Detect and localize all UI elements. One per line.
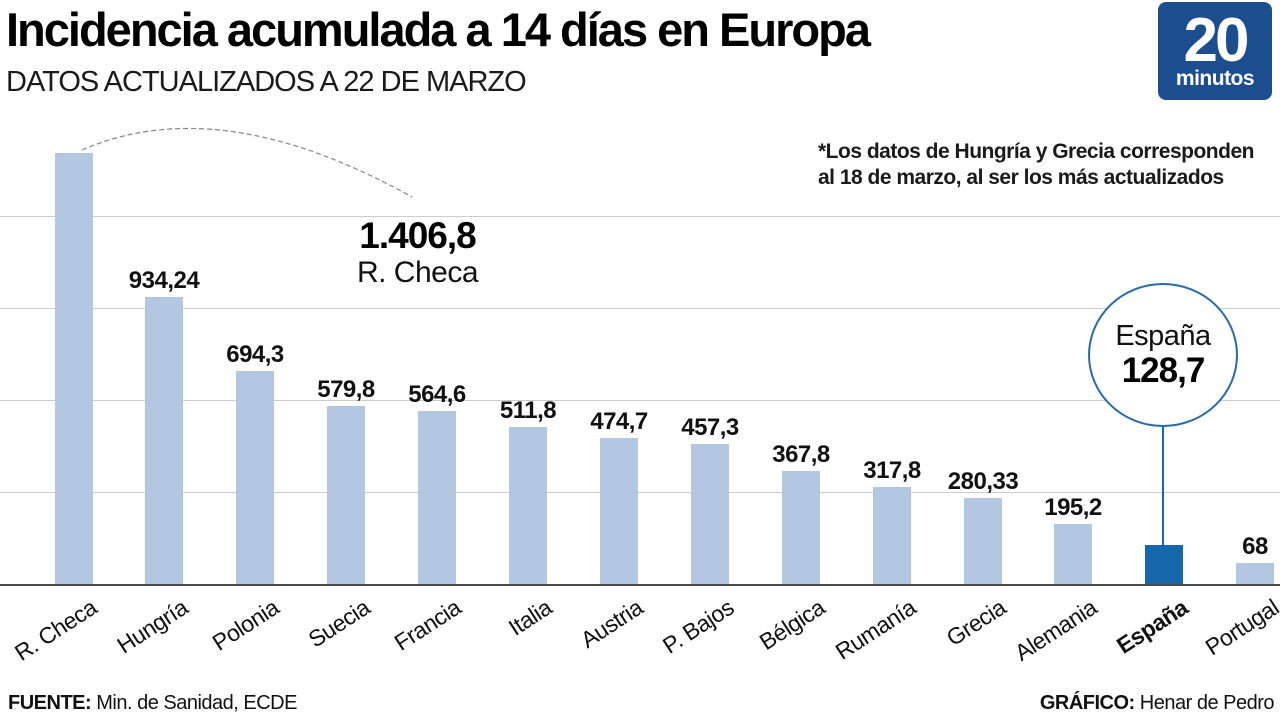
- max-annotation-label: R. Checa: [356, 256, 479, 289]
- logo-word: minutos: [1175, 67, 1255, 90]
- value-label-Bélgica: 367,8: [772, 441, 830, 468]
- source-credit: FUENTE: Min. de Sanidad, ECDE: [8, 692, 297, 715]
- value-label-Austria: 474,7: [590, 408, 648, 435]
- value-label-P. Bajos: 457,3: [681, 414, 739, 441]
- highlight-connector-line: [1162, 426, 1164, 545]
- bar-Bélgica: [782, 471, 820, 584]
- logo-number: 20: [1183, 6, 1250, 75]
- max-value-annotation: 1.406,8 R. Checa: [300, 216, 535, 290]
- bar-Portugal: [1236, 563, 1274, 584]
- max-annotation-value: 1.406,8: [359, 215, 476, 256]
- gridline-1200: [0, 216, 1280, 217]
- footnote-line1: *Los datos de Hungría y Grecia correspon…: [818, 140, 1254, 163]
- bar-Suecia: [327, 406, 365, 584]
- bar-Italia: [509, 427, 547, 584]
- bar-Alemania: [1054, 524, 1092, 584]
- bar-Polonia: [236, 371, 274, 584]
- source-text: Min. de Sanidad, ECDE: [91, 692, 297, 714]
- bar-Austria: [600, 438, 638, 584]
- 20minutos-logo: 20 minutos: [1158, 2, 1272, 100]
- credit-text: Henar de Pedro: [1134, 692, 1275, 714]
- graphic-credit: GRÁFICO: Henar de Pedro: [1039, 692, 1275, 715]
- bar-Hungría: [145, 297, 183, 584]
- gridline-300: [0, 492, 1280, 493]
- value-label-Francia: 564,6: [408, 381, 466, 408]
- highlight-country-label: España: [1115, 320, 1211, 352]
- value-label-Suecia: 579,8: [317, 376, 375, 403]
- bar-Rumanía: [873, 487, 911, 584]
- highlight-circle-annotation: España 128,7: [1088, 283, 1238, 427]
- bar-España: [1145, 545, 1183, 584]
- value-label-Polonia: 694,3: [226, 341, 284, 368]
- bar-Francia: [418, 411, 456, 584]
- bar-P. Bajos: [691, 444, 729, 584]
- value-label-Grecia: 280,33: [947, 468, 1019, 495]
- bar-Grecia: [964, 498, 1002, 584]
- value-label-Rumanía: 317,8: [863, 457, 921, 484]
- gridline-600: [0, 400, 1280, 401]
- x-axis-line: [0, 584, 1280, 586]
- value-label-Hungría: 934,24: [128, 267, 200, 294]
- source-label: FUENTE:: [8, 692, 92, 714]
- page-title: Incidencia acumulada a 14 días en Europa: [6, 3, 871, 56]
- bar-R. Checa: [55, 153, 93, 585]
- footnote-line2: al 18 de marzo, al ser los más actualiza…: [818, 166, 1224, 189]
- credit-label: GRÁFICO:: [1039, 692, 1135, 714]
- value-label-Alemania: 195,2: [1044, 494, 1102, 521]
- highlight-value: 128,7: [1121, 351, 1206, 390]
- footnote-text: *Los datos de Hungría y Grecia correspon…: [818, 139, 1278, 191]
- value-label-Portugal: 68: [1242, 533, 1268, 560]
- page-subtitle: DATOS ACTUALIZADOS A 22 DE MARZO: [6, 66, 527, 98]
- gridline-900: [0, 308, 1280, 309]
- value-label-Italia: 511,8: [499, 397, 557, 424]
